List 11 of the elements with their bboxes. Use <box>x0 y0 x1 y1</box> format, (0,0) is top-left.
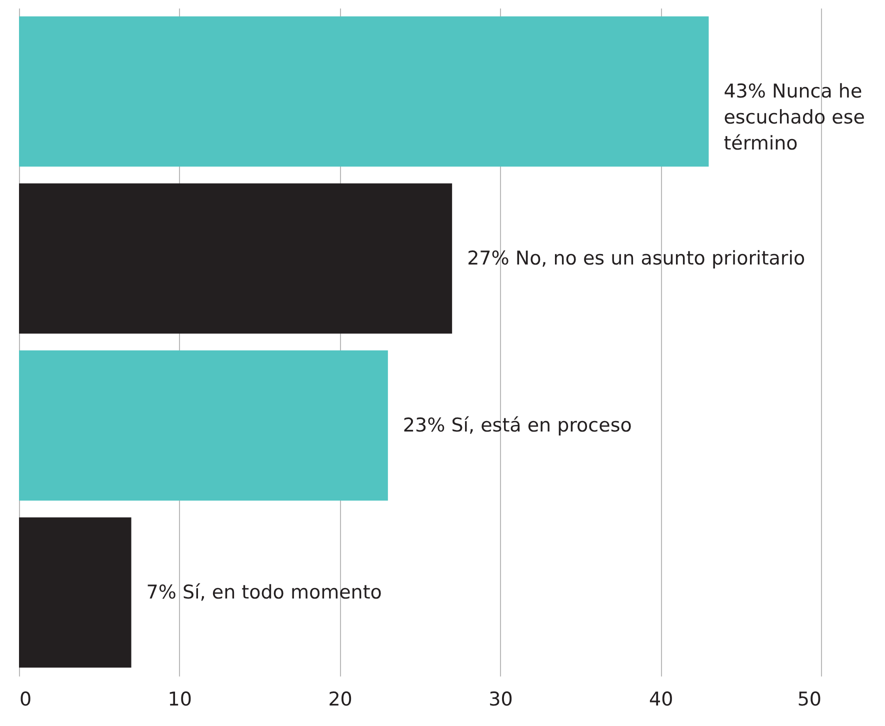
x-tick-label: 30 <box>488 688 513 710</box>
x-tick-label: 10 <box>168 688 192 710</box>
text: 23% Sí, está en proceso <box>402 414 632 436</box>
x-tick-label: 20 <box>328 688 352 710</box>
text: 43% Nunca he <box>724 80 862 102</box>
x-tick-label: 50 <box>797 688 822 710</box>
text: 7% Sí, en todo momento <box>146 582 382 604</box>
text: 27% No, no es un asunto prioritario <box>467 248 806 270</box>
category-label: escuchado ese término <box>724 106 865 154</box>
x-tick-label: 40 <box>649 688 674 710</box>
x-tick-label: 0 <box>20 688 32 710</box>
